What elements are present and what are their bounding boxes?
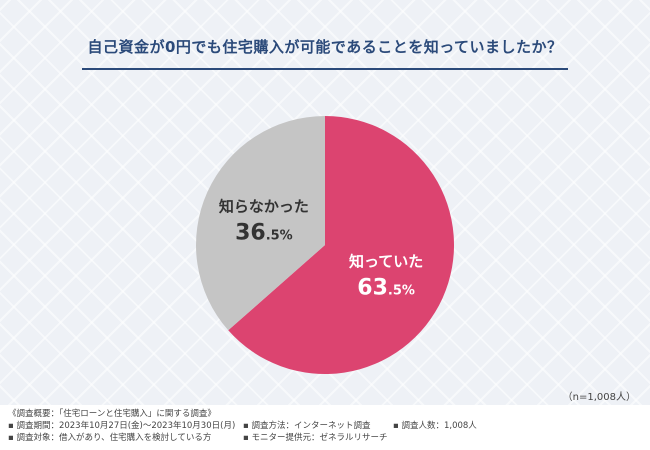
pie-slice-0	[228, 116, 455, 374]
pie-label-1: 知らなかった	[219, 197, 309, 215]
survey-count: ▪ 調査人数：1,008人	[393, 421, 477, 431]
survey-provider: ▪ モニター提供元：ゼネラルリサーチ	[243, 433, 388, 443]
pie-value-1: 36.5%	[235, 220, 293, 245]
survey-target: ▪ 調査対象：借入があり、住宅購入を検討している方	[8, 433, 212, 443]
sample-size-note: （n=1,008人）	[562, 392, 636, 403]
chart-title: 自己資金が0円でも住宅購入が可能であることを知っていましたか？	[87, 38, 563, 56]
survey-footer: 《調査概要：「住宅ローンと住宅購入」に関する調査》 ▪ 調査期間：2023年10…	[0, 405, 650, 450]
pie-chart: 知っていた 63.5% 知らなかった 36.5%	[196, 116, 455, 374]
pie-value-0: 63.5%	[357, 276, 415, 301]
survey-heading: 《調査概要：「住宅ローンと住宅購入」に関する調査》	[8, 409, 216, 419]
title-underline	[82, 68, 568, 70]
survey-period: ▪ 調査期間：2023年10月27日(金)～2023年10月30日(月)	[8, 421, 236, 431]
pie-slice-1	[196, 116, 325, 331]
survey-method: ▪ 調査方法：インターネット調査	[243, 421, 371, 431]
pie-label-0: 知っていた	[349, 253, 423, 271]
